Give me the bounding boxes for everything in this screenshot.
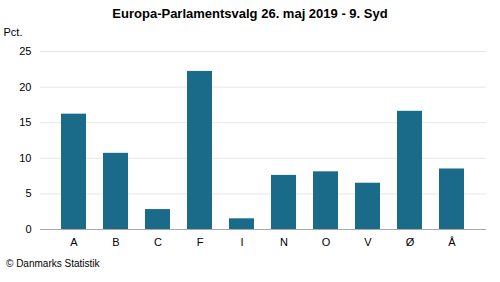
svg-text:15: 15 — [19, 116, 31, 128]
html-text:Europa-Parlamentsvalg 26. maj: Europa-Parlamentsvalg 26. maj 2019 - 9. … — [112, 6, 388, 21]
svg-text:N: N — [280, 236, 288, 248]
svg-text:B: B — [112, 236, 119, 248]
svg-text:Ø: Ø — [406, 236, 415, 248]
svg-text:A: A — [70, 236, 78, 248]
svg-text:C: C — [154, 236, 162, 248]
svg-text:10: 10 — [19, 152, 31, 164]
svg-text:Å: Å — [448, 236, 456, 248]
svg-text:O: O — [322, 236, 331, 248]
svg-text:I: I — [240, 236, 243, 248]
svg-text:25: 25 — [19, 45, 31, 57]
svg-text:5: 5 — [25, 187, 31, 199]
html-text:© Danmarks Statistik: © Danmarks Statistik — [6, 258, 100, 269]
svg-text:Pct.: Pct. — [4, 26, 23, 38]
svg-text:F: F — [197, 236, 204, 248]
svg-text:20: 20 — [19, 81, 31, 93]
svg-text:0: 0 — [25, 223, 31, 235]
svg-text:V: V — [364, 236, 372, 248]
